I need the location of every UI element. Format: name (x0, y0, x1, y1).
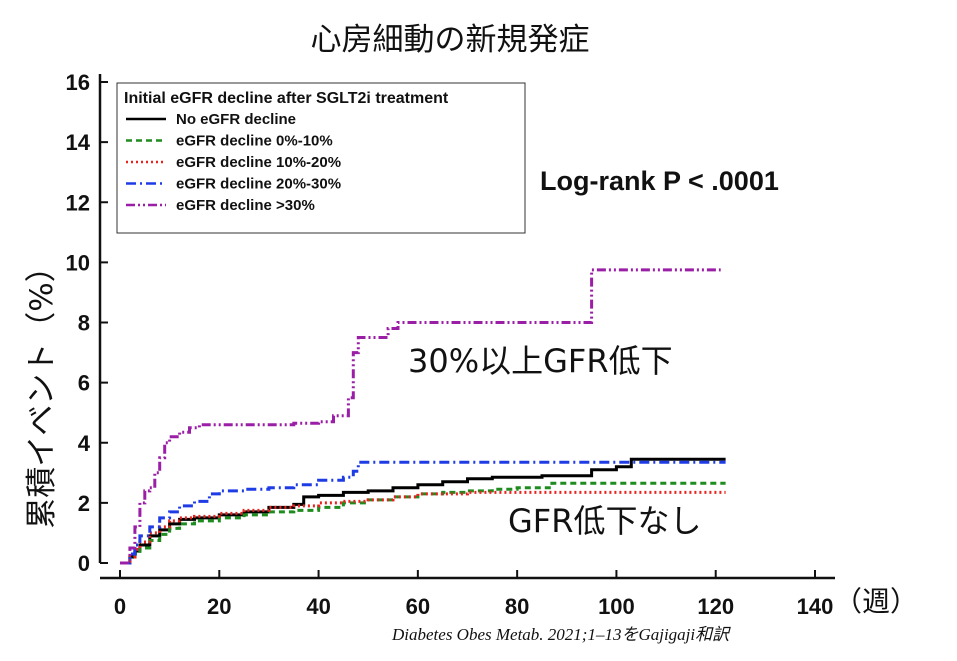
legend-box (116, 82, 526, 234)
y-tick-label: 8 (78, 311, 90, 336)
y-tick-label: 6 (78, 371, 90, 396)
legend: Initial eGFR decline after SGLT2i treatm… (116, 82, 526, 234)
axes (98, 74, 835, 580)
series-line-3 (120, 460, 726, 565)
x-tick-label: 140 (797, 594, 834, 619)
citation: Diabetes Obes Metab. 2021;1–13をGajigaji和… (391, 625, 731, 644)
y-tick-label: 12 (66, 190, 90, 215)
y-ticks: 0 2 4 6 8 10 12 14 16 (66, 70, 108, 576)
label-high-decline: 30%以上GFR低下 (408, 342, 673, 380)
legend-label-4: eGFR decline >30% (176, 197, 315, 214)
legend-label-1: eGFR decline 0%-10% (176, 133, 333, 150)
y-tick-label: 10 (66, 250, 90, 275)
series-line-0 (120, 457, 726, 565)
y-tick-label: 16 (66, 70, 90, 95)
y-tick-label: 14 (66, 130, 91, 155)
legend-items: No eGFR decline eGFR decline 0%-10% eGFR d… (126, 111, 341, 214)
series-line-2 (120, 490, 726, 565)
series-layer (120, 268, 726, 565)
x-axis-unit: （週） (834, 585, 918, 618)
y-tick-label: 4 (78, 431, 91, 456)
series-line-1 (120, 481, 726, 565)
x-tick-label: 60 (406, 594, 430, 619)
legend-label-3: eGFR decline 20%-30% (176, 176, 341, 193)
y-tick-label: 0 (78, 551, 90, 576)
logrank-annotation: Log-rank P < .0001 (540, 166, 779, 196)
x-tick-label: 80 (505, 594, 529, 619)
legend-label-0: No eGFR decline (176, 111, 296, 128)
x-tick-label: 20 (207, 594, 231, 619)
x-tick-label: 0 (114, 594, 126, 619)
x-tick-label: 40 (306, 594, 330, 619)
y-axis-label: 累積イベント（%） (24, 251, 60, 528)
y-tick-label: 2 (78, 491, 90, 516)
series-line-4 (120, 268, 721, 565)
x-tick-label: 120 (697, 594, 734, 619)
chart-title: 心房細動の新規発症 (311, 22, 590, 58)
label-no-decline: GFR低下なし (508, 502, 701, 540)
legend-label-2: eGFR decline 10%-20% (176, 154, 341, 171)
legend-title: Initial eGFR decline after SGLT2i treatm… (124, 90, 449, 107)
x-ticks: 0 20 40 60 80 100 120 140 (114, 570, 833, 619)
x-tick-label: 100 (598, 594, 635, 619)
